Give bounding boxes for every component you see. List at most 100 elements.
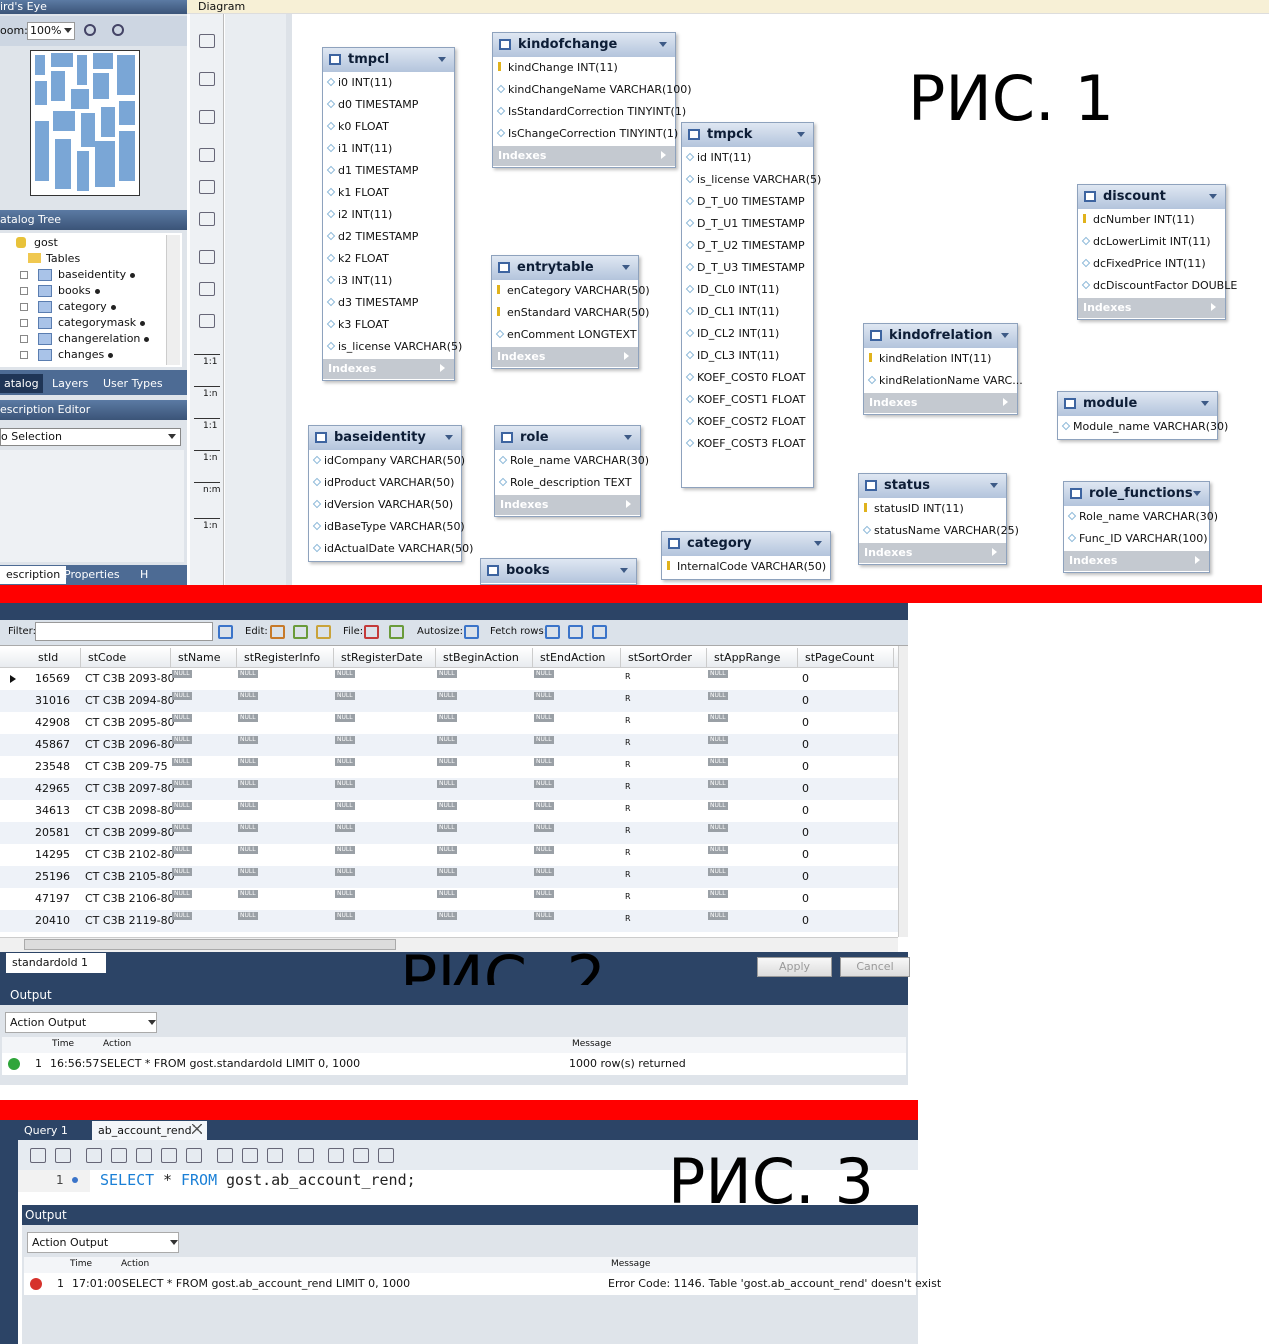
toolbar-button[interactable] (242, 1148, 258, 1163)
db-table[interactable]: status statusID INT(11) statusName VARCHAR… (858, 473, 1019, 565)
expander[interactable] (20, 335, 28, 343)
column-header[interactable]: stBeginAction (443, 651, 519, 664)
db-table[interactable]: tmpck id INT(11) is_license VARCHAR(5) D_T_… (681, 122, 821, 488)
zoom-in[interactable] (84, 24, 96, 36)
output-combo[interactable]: Action Output (27, 1232, 179, 1253)
toolbar-button[interactable] (378, 1148, 394, 1163)
expander[interactable] (20, 351, 28, 359)
tab[interactable]: H (140, 568, 149, 581)
tool-button[interactable] (199, 250, 215, 264)
toolbar-button[interactable] (298, 1148, 314, 1163)
db-table[interactable]: category InternalCode VARCHAR(50) (661, 531, 831, 580)
null-badge: NULL (437, 912, 457, 920)
expander[interactable] (20, 319, 28, 327)
toolbar-button[interactable] (389, 625, 404, 639)
tree-node[interactable]: changes (58, 348, 105, 361)
tree-node[interactable]: books (58, 284, 91, 297)
tool-button[interactable] (199, 282, 215, 296)
toolbar-button[interactable] (316, 625, 331, 639)
toolbar-button[interactable] (353, 1148, 369, 1163)
column-header[interactable]: stRegisterInfo (244, 651, 321, 664)
toolbar-button[interactable] (328, 1148, 344, 1163)
expander[interactable] (20, 303, 28, 311)
toolbar-button[interactable] (293, 625, 308, 639)
toolbar-button[interactable] (545, 625, 560, 639)
column-header[interactable]: stSortOrder (628, 651, 692, 664)
tool-button[interactable] (199, 34, 215, 48)
relation-label[interactable]: 1:1 (203, 357, 218, 367)
null-badge: NULL (437, 846, 457, 854)
column-header[interactable]: stAppRange (714, 651, 781, 664)
toolbar-button[interactable] (186, 1148, 202, 1163)
tab[interactable]: atalog (0, 374, 43, 393)
toolbar-button[interactable] (161, 1148, 177, 1163)
toolbar-button[interactable] (568, 625, 583, 639)
tree-node[interactable]: category (58, 300, 107, 313)
scroll-thumb[interactable] (24, 939, 396, 950)
query-tab[interactable]: ab_account_rend (92, 1121, 207, 1140)
db-table[interactable]: discount dcNumber INT(11) dcLowerLimit INT… (1077, 184, 1237, 320)
expander[interactable] (20, 287, 28, 295)
toolbar-button[interactable] (55, 1148, 71, 1163)
relation-label[interactable]: 1:n (203, 389, 218, 399)
tree-node[interactable]: categorymask (58, 316, 137, 329)
relation-label[interactable]: 1:n (203, 521, 218, 531)
tree-node[interactable]: changerelation (58, 332, 141, 345)
tree-node[interactable]: Tables (46, 252, 81, 265)
tree-node[interactable]: gost (34, 236, 58, 249)
db-table[interactable]: books (480, 558, 637, 585)
tab[interactable]: Properties (64, 568, 120, 581)
db-table[interactable]: baseidentity idCompany VARCHAR(50) idProdu… (308, 425, 473, 562)
relation-label[interactable]: n:m (203, 485, 221, 495)
button[interactable]: Apply (757, 957, 832, 977)
result-tab[interactable]: standardold 1 (6, 953, 106, 973)
selection-combo[interactable]: o Selection (0, 428, 181, 446)
tool-button[interactable] (199, 72, 215, 86)
column-header[interactable]: stRegisterDate (341, 651, 423, 664)
expander[interactable] (20, 271, 28, 279)
query-tab[interactable]: Query 1 (24, 1124, 68, 1137)
toolbar-button[interactable] (217, 1148, 233, 1163)
tool-button[interactable] (199, 314, 215, 328)
toolbar-button[interactable] (86, 1148, 102, 1163)
output-combo[interactable]: Action Output (5, 1012, 157, 1033)
toolbar-button[interactable] (30, 1148, 46, 1163)
indexes-row: Indexes (859, 543, 1006, 563)
tool-button[interactable] (199, 110, 215, 124)
column-header[interactable]: stPageCount (805, 651, 875, 664)
tab[interactable]: Layers (52, 377, 89, 390)
toolbar-button[interactable] (218, 625, 233, 639)
db-table[interactable]: kindofchange kindChange INT(11) kindChange… (492, 32, 692, 168)
column-header[interactable]: stEndAction (540, 651, 606, 664)
db-table[interactable]: kindofrelation kindRelation INT(11) kindRe… (863, 323, 1023, 415)
tool-button[interactable] (199, 148, 215, 162)
toolbar-button[interactable] (267, 1148, 283, 1163)
filter-input[interactable] (35, 622, 213, 641)
close-tab[interactable] (192, 1124, 202, 1134)
toolbar-button[interactable] (464, 625, 479, 639)
toolbar-button[interactable] (364, 625, 379, 639)
toolbar-button[interactable] (592, 625, 607, 639)
toolbar-button[interactable] (270, 625, 285, 639)
relation-label[interactable]: 1:n (203, 453, 218, 463)
db-table[interactable]: tmpcl i0 INT(11) d0 TIMESTAMP k0 FLOAT i1 IN… (322, 47, 462, 381)
zoom-out[interactable] (112, 24, 124, 36)
db-table[interactable]: entrytable enCategory VARCHAR(50) enStanda… (491, 255, 650, 369)
db-table[interactable]: role Role_name VARCHAR(30) Role_descriptio… (494, 425, 649, 517)
toolbar-button[interactable] (136, 1148, 152, 1163)
toolbar-button[interactable] (111, 1148, 127, 1163)
column-header[interactable]: stId (38, 651, 59, 664)
column-icon (685, 262, 695, 272)
zoom-combo[interactable]: 100% (27, 22, 75, 40)
tree-node[interactable]: baseidentity (58, 268, 127, 281)
db-table[interactable]: role_functions Role_name VARCHAR(30) Func_… (1063, 481, 1218, 573)
column-header[interactable]: stCode (88, 651, 127, 664)
relation-label[interactable]: 1:1 (203, 421, 218, 431)
column-header[interactable]: stName (178, 651, 221, 664)
button[interactable]: Cancel (840, 957, 910, 977)
tab[interactable]: User Types (103, 377, 163, 390)
tab[interactable]: escription (0, 566, 67, 584)
db-table[interactable]: module Module_name VARCHAR(30) (1057, 391, 1228, 440)
tool-button[interactable] (199, 212, 215, 226)
tool-button[interactable] (199, 180, 215, 194)
